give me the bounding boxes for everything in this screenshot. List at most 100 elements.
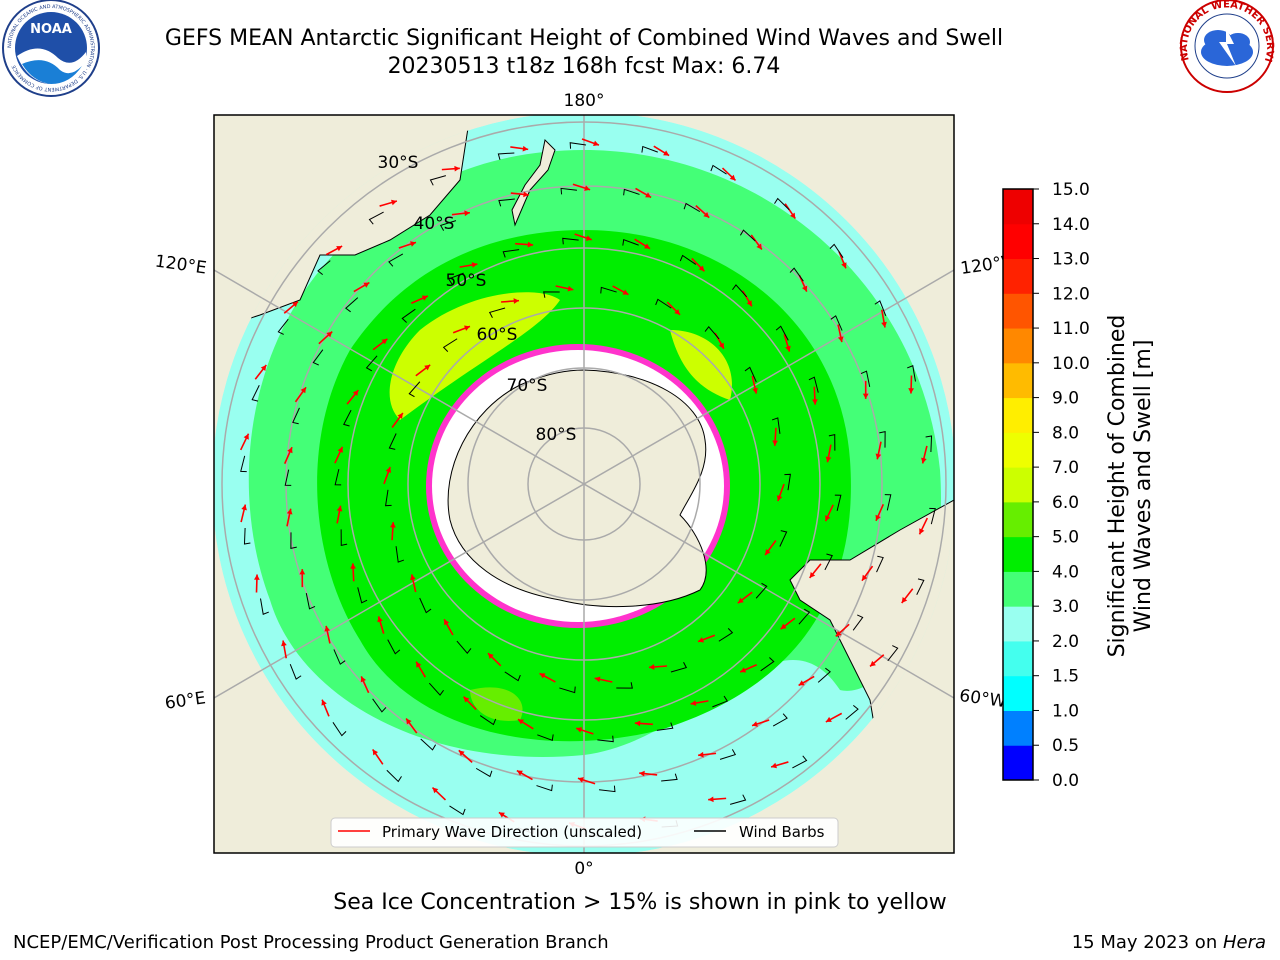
colorbar-tick-label: 10.0 [1052,354,1090,374]
wave-arrowhead [674,309,681,315]
wave-arrowhead [300,387,307,394]
colorbar-tick-label: 11.0 [1052,319,1090,339]
lon-label-180: 180° [564,91,605,111]
wind-barb [670,662,688,673]
wave-arrowhead [406,718,412,725]
wave-arrowhead [812,399,818,405]
wind-barb [243,528,251,545]
colorbar-block [1003,606,1033,642]
wind-barb [876,555,884,573]
wave-arrowhead [350,563,356,569]
wind-barb [569,142,587,149]
wave-arrowhead [737,597,744,604]
wave-arrowhead [243,433,249,440]
wave-arrowhead [881,321,887,328]
wave-arrowhead [663,150,670,156]
wind-barb [479,715,497,726]
wave-arrowhead [498,812,505,818]
wave-arrowhead [919,528,925,535]
wind-barb [874,300,887,316]
wind-barb [599,785,616,793]
colorbar-ticks: 0.0 0.5 1.0 1.5 2.0 3.0 4.0 5.0 6.0 7.0 8.0 9.0 10.0… [1033,180,1090,791]
wave-direction-arrows [239,138,936,838]
map-frame [213,114,955,854]
wave-arrowhead [798,680,805,686]
wave-arrowhead [708,796,714,803]
lon-label-0: 0° [574,859,593,879]
wind-barb [395,546,405,563]
wind-barb [779,530,788,547]
wave-arrowhead [584,185,591,191]
wind-barb [798,608,811,625]
colorbar-tick-label: 1.5 [1052,667,1079,687]
wave-arrowhead [634,720,641,727]
wind-barb [679,254,697,265]
wind-barb [884,494,892,511]
wave-arrowhead [644,243,651,249]
colorbar-block [1003,258,1033,294]
colorbar-tick-label: 1.0 [1052,701,1079,721]
wind-barb [475,767,493,778]
colorbar-block [1003,293,1033,329]
lat-label-40s: 40°S [414,214,455,234]
wave-arrowhead [593,140,599,147]
wave-arrowhead [336,505,343,512]
wind-barb [428,682,444,696]
wave-arrowhead [756,243,762,250]
wind-barb [305,593,316,610]
wave-arrowhead [471,262,478,268]
wind-barb [661,773,678,782]
noaa-logo: NOAA NATIONAL OCEANIC AND ATMOSPHERIC AD… [2,0,100,97]
wind-barb [277,318,289,335]
wave-arrowhead [326,331,333,338]
wind-barb [739,229,756,242]
wave-arrowhead [381,338,388,345]
wind-barb [284,469,292,486]
wave-arrowhead [690,700,697,706]
colorbar-label-line1: Significant Height of Combined [1105,315,1130,658]
colorbar-tick-label: 6.0 [1052,493,1079,513]
wind-barb [600,286,617,294]
wave-arrowhead [390,522,396,528]
wave-arrowhead [585,235,592,241]
wind-barb [317,260,331,275]
wave-arrowhead [921,457,927,464]
wind-barb [824,553,833,571]
wave-arrowhead [837,336,844,343]
colorbar-tick-label: 9.0 [1052,389,1079,409]
wind-barb [784,473,791,491]
wind-barb [385,489,392,507]
wave-arrowhead [576,727,583,733]
colorbar-frame [1002,188,1034,781]
wind-barb [560,187,577,195]
colorbar-block [1003,397,1033,433]
wind-barb [357,587,368,604]
wind-barb [447,272,464,285]
footer-host: Hera [1222,932,1266,953]
wind-barb [834,494,842,511]
wave-arrowhead [416,661,422,668]
wind-barb [929,507,936,525]
wind-barb [597,735,614,743]
colorbar-tick-label: 0.0 [1052,771,1079,791]
wind-barb [559,686,576,694]
wind-barb [775,325,789,341]
colorbar-block [1003,223,1033,260]
wave-arrowhead [789,212,796,219]
wave-field-6m [389,292,560,420]
colorbar-tick-label: 7.0 [1052,458,1079,478]
wind-barb [817,667,831,683]
wave-arrowhead [527,241,534,248]
wave-arrowhead [841,262,847,269]
wave-arrowhead [286,508,293,515]
wind-barb [429,175,447,186]
wave-arrowhead [372,749,379,756]
wind-barb [755,582,768,599]
colorbar-block [1003,467,1033,503]
wind-barb [290,532,297,549]
colorbar-block [1003,745,1033,781]
wave-arrowhead [281,640,287,647]
wind-barb [789,267,804,282]
